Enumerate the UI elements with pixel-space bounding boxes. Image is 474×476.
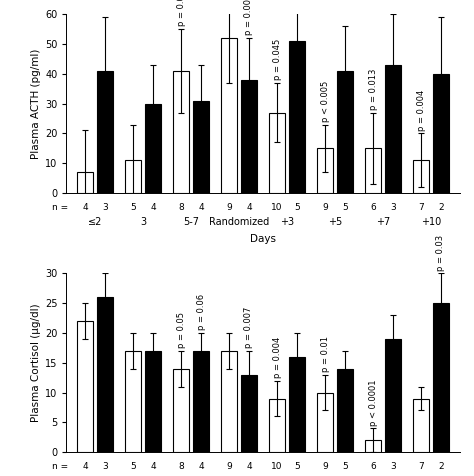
Text: +10: +10	[421, 217, 441, 227]
Bar	[126, 351, 141, 452]
Text: 3: 3	[102, 203, 108, 212]
Text: p = 0.005: p = 0.005	[245, 0, 254, 35]
Text: 6: 6	[370, 203, 376, 212]
Text: 3: 3	[390, 462, 396, 471]
Bar	[337, 71, 353, 193]
Text: p = 0.007: p = 0.007	[245, 307, 254, 348]
Bar	[413, 160, 429, 193]
Bar	[126, 160, 141, 193]
Bar	[145, 351, 161, 452]
Bar	[77, 321, 93, 452]
Text: p < 0.005: p < 0.005	[320, 80, 329, 122]
Bar	[289, 357, 305, 452]
Text: p = 0.05: p = 0.05	[177, 0, 186, 27]
Text: 4: 4	[198, 462, 204, 471]
Text: p = 0.004: p = 0.004	[273, 337, 282, 378]
Y-axis label: Plasma Cortisol (μg/dl): Plasma Cortisol (μg/dl)	[31, 304, 41, 422]
Text: 5: 5	[342, 462, 348, 471]
Text: 4: 4	[246, 203, 252, 212]
Bar	[97, 298, 113, 452]
Text: 7: 7	[418, 462, 424, 471]
Text: 9: 9	[322, 462, 328, 471]
Text: p = 0.05: p = 0.05	[177, 312, 186, 348]
Bar	[221, 351, 237, 452]
Text: 9: 9	[226, 462, 232, 471]
Text: n =: n =	[52, 462, 68, 471]
Bar	[193, 100, 209, 193]
Text: 9: 9	[322, 203, 328, 212]
Bar	[221, 38, 237, 193]
Text: Days: Days	[250, 235, 276, 245]
Text: p = 0.01: p = 0.01	[320, 336, 329, 372]
Text: 5: 5	[130, 462, 136, 471]
Text: p = 0.06: p = 0.06	[197, 294, 206, 330]
Bar	[193, 351, 209, 452]
Text: +7: +7	[376, 217, 390, 227]
Bar	[433, 74, 449, 193]
Text: 4: 4	[82, 203, 88, 212]
Text: +5: +5	[328, 217, 342, 227]
Text: p < 0.0001: p < 0.0001	[369, 379, 378, 426]
Text: ≤2: ≤2	[88, 217, 102, 227]
Text: p = 0.004: p = 0.004	[417, 89, 426, 131]
Text: 6: 6	[370, 462, 376, 471]
Text: Randomized: Randomized	[209, 217, 269, 227]
Bar	[289, 41, 305, 193]
Text: 5-7: 5-7	[183, 217, 199, 227]
Bar	[365, 440, 381, 452]
Text: p = 0.013: p = 0.013	[369, 69, 378, 110]
Text: +3: +3	[280, 217, 294, 227]
Text: 3: 3	[140, 217, 146, 227]
Text: n =: n =	[52, 203, 68, 212]
Y-axis label: Plasma ACTH (pg/ml): Plasma ACTH (pg/ml)	[31, 49, 41, 159]
Text: 5: 5	[294, 203, 300, 212]
Bar	[433, 303, 449, 452]
Text: 4: 4	[246, 462, 252, 471]
Bar	[97, 71, 113, 193]
Bar	[269, 398, 285, 452]
Bar	[145, 104, 161, 193]
Bar	[241, 80, 257, 193]
Text: 10: 10	[272, 462, 283, 471]
Text: 4: 4	[82, 462, 88, 471]
Bar	[269, 113, 285, 193]
Bar	[365, 149, 381, 193]
Bar	[241, 375, 257, 452]
Text: 5: 5	[342, 203, 348, 212]
Text: p = 0.045: p = 0.045	[273, 39, 282, 80]
Text: 2: 2	[438, 462, 444, 471]
Text: 3: 3	[102, 462, 108, 471]
Text: 8: 8	[178, 462, 184, 471]
Text: 9: 9	[226, 203, 232, 212]
Text: 4: 4	[150, 203, 156, 212]
Bar	[385, 65, 401, 193]
Text: 4: 4	[150, 462, 156, 471]
Text: 7: 7	[418, 203, 424, 212]
Text: 3: 3	[390, 203, 396, 212]
Text: 5: 5	[130, 203, 136, 212]
Text: 8: 8	[178, 203, 184, 212]
Bar	[337, 369, 353, 452]
Bar	[173, 369, 189, 452]
Text: 5: 5	[294, 462, 300, 471]
Bar	[173, 71, 189, 193]
Bar	[77, 172, 93, 193]
Text: p = 0.03: p = 0.03	[436, 235, 445, 271]
Bar	[385, 339, 401, 452]
Bar	[317, 393, 333, 452]
Bar	[413, 398, 429, 452]
Text: 2: 2	[438, 203, 444, 212]
Text: 4: 4	[198, 203, 204, 212]
Bar	[317, 149, 333, 193]
Text: 10: 10	[272, 203, 283, 212]
